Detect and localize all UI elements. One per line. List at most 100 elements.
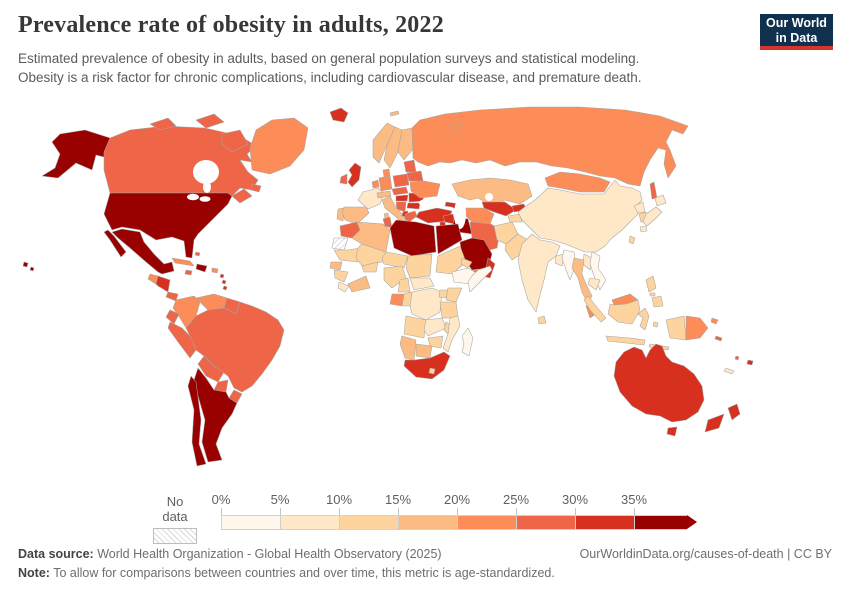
country-egypt[interactable] xyxy=(435,223,463,255)
country-france[interactable] xyxy=(357,187,385,210)
country-cambodia[interactable] xyxy=(587,277,601,291)
country-botswana[interactable] xyxy=(415,343,433,359)
country-brazil[interactable] xyxy=(185,301,285,393)
country-south-africa[interactable] xyxy=(403,351,451,380)
country-senegal[interactable] xyxy=(329,261,343,271)
country-taiwan[interactable] xyxy=(628,235,636,245)
country-greece[interactable] xyxy=(404,210,418,223)
country-lesser-antilles[interactable] xyxy=(219,273,228,291)
legend-bin-30%[interactable] xyxy=(575,515,634,530)
legend-bin-0%[interactable] xyxy=(221,515,280,530)
country-germany[interactable] xyxy=(378,175,393,192)
country-western-sahara[interactable] xyxy=(331,237,349,251)
country-hispaniola[interactable] xyxy=(195,263,208,273)
country-peru[interactable] xyxy=(167,321,197,359)
country-spain[interactable] xyxy=(341,206,370,225)
country-benelux[interactable] xyxy=(371,179,380,189)
country-svalbard[interactable] xyxy=(389,110,400,117)
owid-logo[interactable]: Our World in Data xyxy=(760,14,833,50)
country-honduras-nicaragua[interactable] xyxy=(155,275,171,293)
country-mali[interactable] xyxy=(355,243,387,267)
country-greenland[interactable] xyxy=(249,117,309,175)
country-cuba[interactable] xyxy=(171,257,195,267)
country-bulgaria[interactable] xyxy=(406,202,421,210)
country-canada-arctic-islands[interactable] xyxy=(195,113,225,129)
country-zambia[interactable] xyxy=(423,317,447,337)
country-japan-honshu[interactable] xyxy=(642,206,663,227)
country-chad[interactable] xyxy=(405,253,433,279)
owid-link[interactable]: OurWorldinData.org/causes-of-death | CC … xyxy=(579,547,832,561)
country-philippines-visayas[interactable] xyxy=(649,292,656,297)
country-png-islands[interactable] xyxy=(710,317,719,325)
country-namibia[interactable] xyxy=(399,335,417,361)
country-iceland[interactable] xyxy=(329,107,349,123)
country-indonesia-papua[interactable] xyxy=(665,315,687,341)
country-canada-newfoundland[interactable] xyxy=(250,183,262,193)
country-baltics[interactable] xyxy=(403,159,417,173)
country-madagascar[interactable] xyxy=(461,327,474,357)
country-bangladesh[interactable] xyxy=(554,253,565,267)
country-niger[interactable] xyxy=(381,251,409,269)
country-libya[interactable] xyxy=(389,219,437,257)
country-uk[interactable] xyxy=(347,162,362,188)
country-new-caledonia[interactable] xyxy=(723,367,735,375)
country-india[interactable] xyxy=(517,233,561,313)
country-canada-arctic-islands[interactable] xyxy=(149,117,177,131)
legend-bin-20%[interactable] xyxy=(457,515,516,530)
country-central-african-republic[interactable] xyxy=(409,277,435,291)
country-bahamas[interactable] xyxy=(194,251,201,257)
country-canada-maritimes[interactable] xyxy=(231,188,253,204)
country-indonesia-sulawesi[interactable] xyxy=(637,307,650,331)
country-guinea[interactable] xyxy=(333,269,349,283)
country-tasmania[interactable] xyxy=(666,426,678,437)
country-puerto-rico[interactable] xyxy=(211,267,219,274)
country-usa[interactable] xyxy=(103,192,233,259)
legend-bin-25%[interactable] xyxy=(516,515,575,530)
country-burkina-faso[interactable] xyxy=(361,261,379,273)
country-myanmar[interactable] xyxy=(561,249,577,281)
country-fiji[interactable] xyxy=(746,359,754,366)
country-russia-sakhalin[interactable] xyxy=(649,181,658,200)
country-philippines-mindanao[interactable] xyxy=(651,295,664,308)
country-sudan[interactable] xyxy=(435,245,467,275)
country-finland[interactable] xyxy=(397,127,415,161)
country-tajikistan[interactable] xyxy=(507,213,523,223)
country-argentina[interactable] xyxy=(193,367,238,463)
country-cameroon[interactable] xyxy=(397,277,411,293)
legend-bin-10%[interactable] xyxy=(339,515,398,530)
country-vietnam[interactable] xyxy=(589,251,607,291)
country-japan-hokkaido[interactable] xyxy=(654,194,667,207)
country-indonesia-java[interactable] xyxy=(605,335,646,346)
country-chile[interactable] xyxy=(187,375,207,467)
country-denmark[interactable] xyxy=(382,168,391,178)
legend-bin-5%[interactable] xyxy=(280,515,339,530)
country-drc[interactable] xyxy=(409,287,443,321)
country-nigeria[interactable] xyxy=(383,265,407,289)
country-new-zealand-south[interactable] xyxy=(704,413,725,433)
country-gabon[interactable] xyxy=(389,293,405,307)
country-ireland[interactable] xyxy=(339,173,348,185)
country-alaska[interactable] xyxy=(41,129,111,179)
country-costa-rica-panama[interactable] xyxy=(165,291,179,302)
country-somalia[interactable] xyxy=(467,265,493,293)
country-poland[interactable] xyxy=(392,173,410,188)
country-mauritania[interactable] xyxy=(333,247,361,263)
country-switzerland-austria[interactable] xyxy=(376,190,392,199)
country-vanuatu[interactable] xyxy=(734,355,740,361)
country-mexico[interactable] xyxy=(111,228,175,275)
country-sierra-leone-liberia[interactable] xyxy=(337,281,350,293)
country-russia[interactable] xyxy=(411,106,689,187)
country-china[interactable] xyxy=(517,179,643,253)
country-venezuela[interactable] xyxy=(195,293,228,311)
country-philippines-luzon[interactable] xyxy=(645,275,657,293)
country-ivory-coast-ghana[interactable] xyxy=(347,275,371,293)
country-papua-new-guinea[interactable] xyxy=(685,315,709,341)
legend-bin-35%[interactable] xyxy=(634,515,687,530)
country-new-zealand-north[interactable] xyxy=(727,403,741,421)
country-russia-novaya-zemlya[interactable] xyxy=(446,121,463,137)
country-angola[interactable] xyxy=(403,315,427,339)
country-tanzania[interactable] xyxy=(439,301,459,319)
country-sri-lanka[interactable] xyxy=(537,315,547,325)
country-belarus[interactable] xyxy=(406,170,424,182)
legend-no-data[interactable]: No data xyxy=(153,494,197,544)
